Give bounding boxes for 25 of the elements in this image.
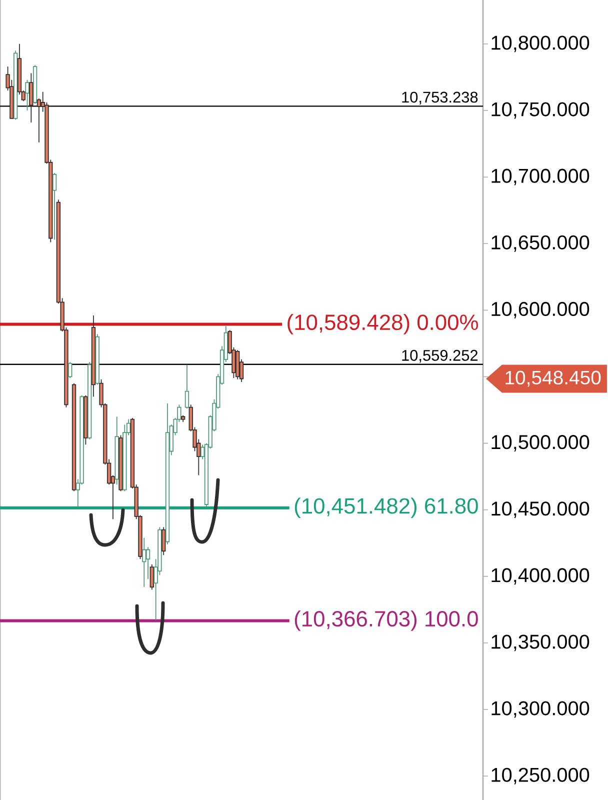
candlestick xyxy=(162,526,166,556)
ref-line-label: (10,366.703) 100.0 xyxy=(294,610,478,631)
candlestick xyxy=(142,537,146,588)
y-tick-label: 10,800.000 xyxy=(492,36,590,52)
candlestick xyxy=(25,79,30,111)
ref-line-label: (10,589.428) 0.00% xyxy=(288,314,478,334)
text: 10,548.450 xyxy=(506,370,601,387)
y-tick-label: 10,500.000 xyxy=(492,435,590,452)
ref-line-label: (10,451.482) 61.80 xyxy=(294,498,478,518)
candlestick xyxy=(146,546,150,580)
candlestick xyxy=(29,72,34,123)
y-tick-label: 10,300.000 xyxy=(492,701,590,718)
y-tick-label: 10,450.000 xyxy=(492,502,590,518)
y-tick-label: 10,650.000 xyxy=(492,235,590,252)
y-tick-label: 10,750.000 xyxy=(492,102,590,119)
y-tick-label: 10,400.000 xyxy=(492,568,590,585)
y-tick-label: 10,250.000 xyxy=(492,768,590,784)
candlestick xyxy=(68,362,72,378)
candlestick xyxy=(184,364,190,410)
y-tick-label: 10,350.000 xyxy=(492,634,590,652)
ref-line-label: 10,753.238 xyxy=(402,92,478,104)
candlestick xyxy=(52,172,57,240)
y-tick-label: 10,600.000 xyxy=(492,302,590,318)
ref-line-label: 10,559.252 xyxy=(402,350,478,363)
y-tick-label: 10,700.000 xyxy=(492,168,590,186)
